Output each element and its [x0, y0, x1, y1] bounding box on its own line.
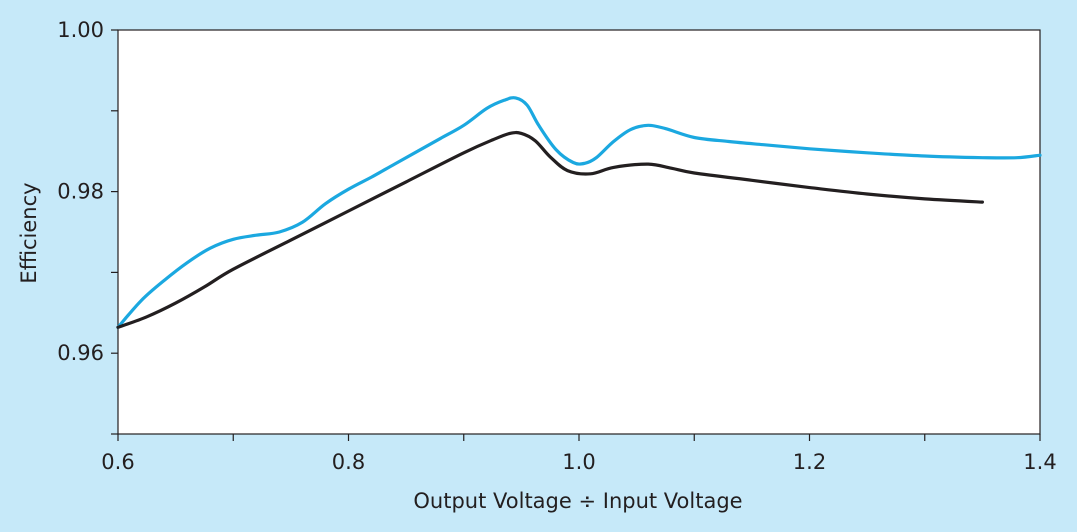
x-tick-label: 1.0 [562, 450, 595, 474]
x-axis-label: Output Voltage ÷ Input Voltage [413, 489, 742, 513]
series-line-black [116, 130, 984, 329]
series-line-blue [116, 96, 1042, 329]
x-tick-label: 1.2 [793, 450, 826, 474]
x-tick-label: 0.6 [101, 450, 134, 474]
x-tick-label: 0.8 [332, 450, 365, 474]
plot-area [117, 29, 1041, 435]
y-axis-label: Efficiency [17, 182, 41, 283]
x-tick-label: 1.4 [1023, 450, 1056, 474]
y-tick-label: 0.96 [57, 341, 104, 365]
y-tick-label: 1.00 [57, 18, 104, 42]
y-tick-label: 0.98 [57, 180, 104, 204]
